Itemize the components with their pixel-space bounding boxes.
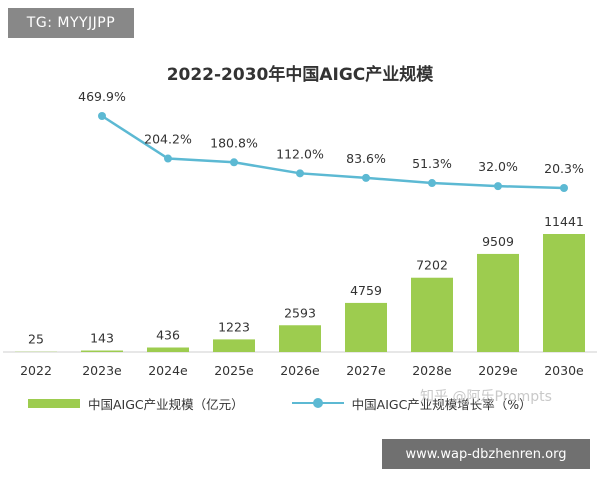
growth-point-2026e (296, 169, 304, 178)
zhihu-watermark: 知乎 @阿乐Prompts (420, 389, 552, 405)
bar-label-2024e: 436 (156, 328, 180, 343)
legend-line-swatch (291, 398, 344, 408)
x-tick-label-2030e: 2030e (544, 363, 584, 378)
legend-bar-label: 中国AIGC产业规模（亿元） (88, 396, 244, 412)
growth-label-2028e: 51.3% (412, 156, 452, 171)
legend-item-bar: 中国AIGC产业规模（亿元） (28, 394, 244, 413)
bar-label-2028e: 7202 (416, 258, 448, 273)
bar-2030e (543, 234, 585, 352)
x-tick-label-2029e: 2029e (478, 363, 518, 378)
x-tick-label-2025e: 2025e (214, 363, 254, 378)
x-tick-label-2024e: 2024e (148, 363, 188, 378)
x-tick-label-2026e: 2026e (280, 363, 320, 378)
bar-2028e (411, 277, 453, 352)
bar-label-2026e: 2593 (284, 305, 316, 320)
growth-point-2027e (362, 173, 370, 182)
bar-2025e (213, 339, 255, 352)
bar-label-2023e: 143 (90, 331, 114, 346)
growth-point-2023e (98, 112, 106, 120)
bar-label-2022: 25 (28, 332, 44, 347)
growth-label-2027e: 83.6% (346, 151, 386, 166)
bar-2023e (81, 350, 123, 352)
bar-label-2027e: 4759 (350, 283, 382, 298)
x-tick-label-2022: 2022 (20, 363, 52, 378)
growth-label-2029e: 32.0% (478, 159, 518, 174)
chart-title: 2022-2030年中国AIGC产业规模 (166, 65, 434, 85)
growth-label-2025e: 180.8% (210, 135, 258, 150)
bar-label-2029e: 9509 (482, 234, 514, 249)
chart-legend: 中国AIGC产业规模（亿元） 中国AIGC产业规模增长率（%） (28, 392, 580, 414)
growth-label-2026e: 112.0% (276, 146, 324, 161)
x-tick-label-2023e: 2023e (82, 363, 122, 378)
x-tick-label-2027e: 2027e (346, 363, 386, 378)
growth-point-2025e (230, 158, 238, 167)
bar-2024e (147, 347, 189, 352)
legend-line-label: 中国AIGC产业规模增长率（%） (351, 396, 532, 412)
top-watermark-badge: TG: MYYJJPP (8, 8, 134, 38)
x-tick-label-2028e: 2028e (412, 363, 452, 378)
growth-label-2023e: 469.9% (78, 89, 126, 104)
growth-label-2024e: 204.2% (144, 132, 192, 147)
legend-item-line: 中国AIGC产业规模增长率（%） (291, 394, 532, 413)
growth-rate-line (101, 114, 565, 190)
bar-2027e (345, 302, 387, 352)
growth-point-2028e (428, 179, 436, 188)
bar-label-2025e: 1223 (218, 319, 250, 334)
bar-2029e (477, 253, 519, 352)
growth-point-2024e (164, 154, 172, 163)
bottom-url-badge: www.wap-dbzhenren.org (382, 439, 590, 469)
bar-label-2030e: 11441 (544, 214, 584, 229)
legend-bar-swatch (28, 398, 80, 408)
growth-point-2030e (560, 184, 568, 192)
growth-label-2030e: 20.3% (544, 161, 584, 176)
growth-point-2029e (494, 182, 502, 191)
bar-2026e (279, 325, 321, 352)
